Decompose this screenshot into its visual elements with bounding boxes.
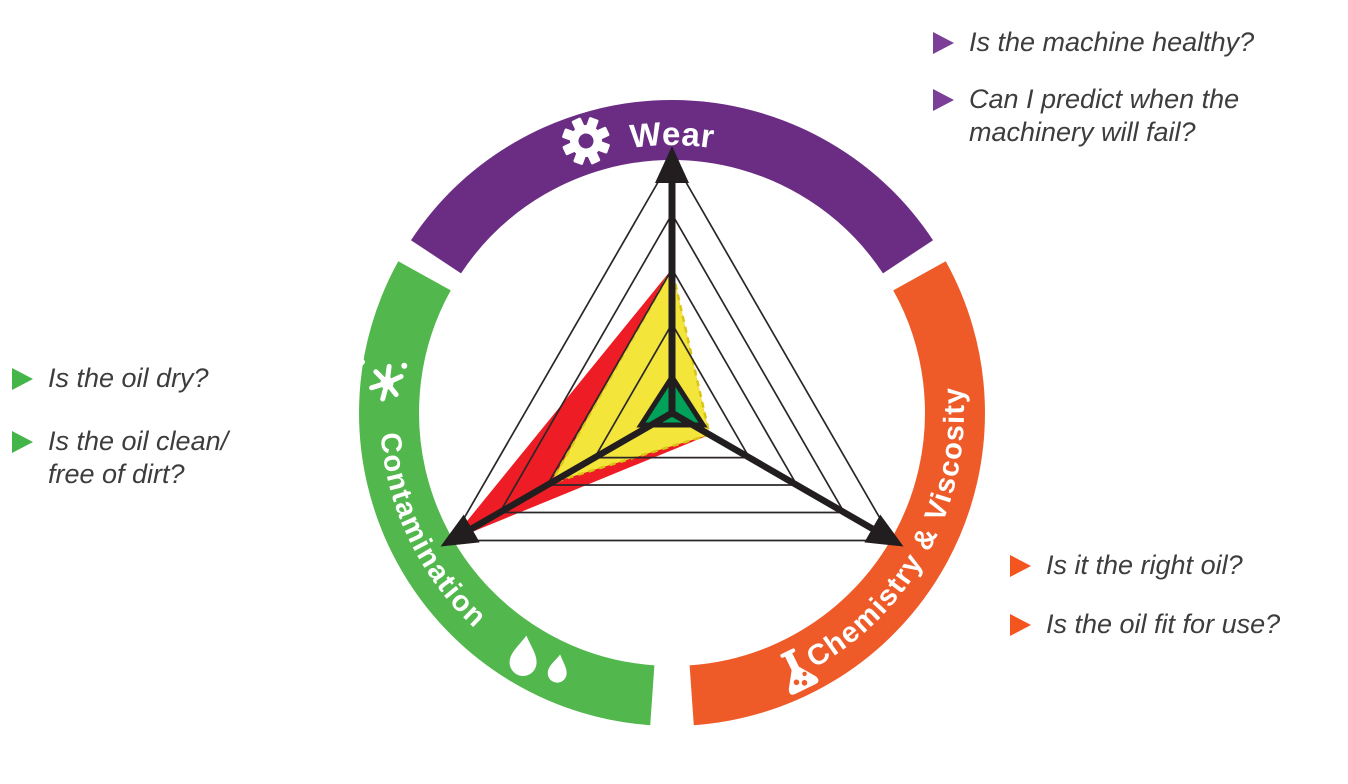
axis-chemistry [670, 410, 887, 539]
arc-contamination [359, 261, 655, 726]
grid-ring-3 [498, 212, 846, 514]
bullet-triangle-icon [12, 368, 33, 390]
bullet-triangle-icon [12, 431, 33, 453]
grid-ring-1 [593, 322, 751, 459]
arrowhead-wear-icon [655, 146, 689, 183]
question-line: Is it the right oil? [1046, 550, 1243, 580]
gear-icon [562, 117, 610, 165]
arc-chemistry [689, 261, 985, 726]
question-line: Is the oil fit for use? [1046, 609, 1281, 639]
question-item: Is the machine healthy? [933, 26, 1323, 59]
arrowhead-chemistry-icon [864, 514, 904, 547]
bullet-triangle-icon [1010, 614, 1031, 636]
axis-contamination [457, 410, 674, 539]
arrowhead-contamination-icon [440, 514, 480, 547]
question-line: Is the machine healthy? [969, 27, 1255, 57]
question-text: Is the oil dry? [48, 362, 209, 395]
question-line: free of dirt? [48, 459, 185, 489]
question-line: Can I predict when the [969, 84, 1240, 114]
bullet-triangle-icon [933, 89, 954, 111]
droplet-small-icon [547, 654, 567, 683]
question-text: Can I predict when the machinery will fa… [969, 83, 1239, 149]
axis-arrowheads [440, 146, 904, 547]
splat-icon [350, 359, 408, 402]
radar-axes [457, 172, 887, 539]
question-item: Is the oil fit for use? [1010, 608, 1346, 641]
radar-gridlines [449, 156, 895, 542]
radar-series-yellow [547, 265, 711, 486]
droplet-large-icon [509, 635, 537, 676]
question-item: Is the oil dry? [12, 362, 332, 395]
question-text: Is the machine healthy? [969, 26, 1254, 59]
ring-arcs [359, 99, 985, 726]
question-text: Is the oil fit for use? [1046, 608, 1280, 641]
question-text: Is the oil clean/ free of dirt? [48, 425, 228, 491]
question-text: Is it the right oil? [1046, 549, 1243, 582]
grid-ring-2 [545, 267, 799, 486]
question-item: Is the oil clean/ free of dirt? [12, 425, 332, 491]
bullet-triangle-icon [1010, 555, 1031, 577]
questions-wear: Is the machine healthy? Can I predict wh… [933, 26, 1323, 149]
questions-chemistry: Is it the right oil? Is the oil fit for … [1010, 549, 1346, 641]
bullet-triangle-icon [933, 32, 954, 54]
question-item: Is it the right oil? [1010, 549, 1346, 582]
question-line: Is the oil dry? [48, 363, 209, 393]
questions-contamination: Is the oil dry? Is the oil clean/ free o… [12, 362, 332, 491]
arc-wear [410, 99, 934, 274]
question-line: machinery will fail? [969, 117, 1196, 147]
flask-icon [780, 648, 819, 695]
question-item: Can I predict when the machinery will fa… [933, 83, 1323, 149]
question-line: Is the oil clean/ [48, 426, 229, 456]
grid-ring-4 [449, 156, 895, 542]
